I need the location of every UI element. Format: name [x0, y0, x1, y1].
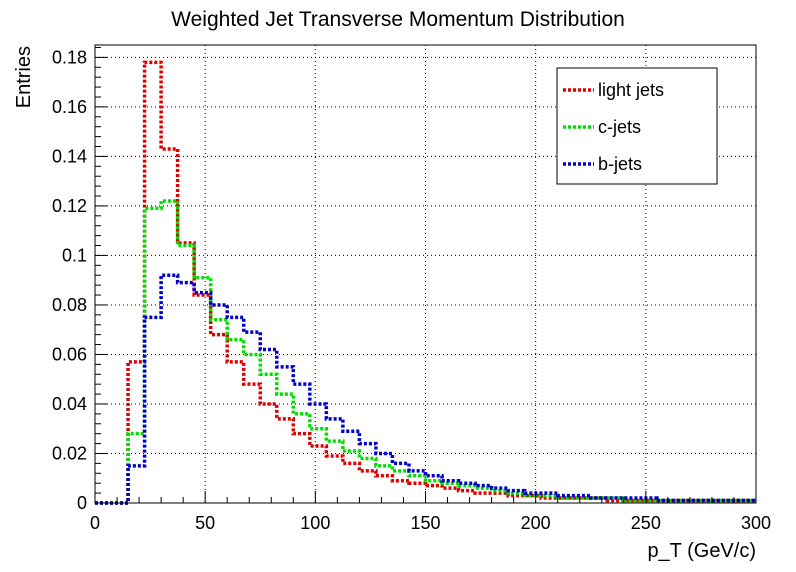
- y-axis-title: Entries: [13, 46, 35, 108]
- series-layer: [95, 60, 756, 505]
- legend-label: light jets: [598, 80, 664, 100]
- y-tick-label: 0.12: [52, 196, 87, 216]
- y-tick-label: 0.16: [52, 97, 87, 117]
- x-tick-label: 250: [631, 513, 661, 533]
- x-axis-title: p_T (GeV/c): [647, 540, 756, 562]
- chart-title: Weighted Jet Transverse Momentum Distrib…: [171, 8, 625, 31]
- series-c-jets: [95, 199, 756, 505]
- histogram-line: [95, 273, 756, 505]
- y-tick-label: 0.14: [52, 146, 87, 166]
- legend-label: c-jets: [598, 117, 641, 137]
- histogram-line: [95, 199, 756, 505]
- y-tick-label: 0.02: [52, 443, 87, 463]
- legend-label: b-jets: [598, 154, 642, 174]
- series-light-jets: [95, 60, 756, 505]
- y-tick-label: 0.04: [52, 394, 87, 414]
- x-tick-label: 50: [195, 513, 215, 533]
- x-tick-label: 200: [521, 513, 551, 533]
- tick-labels: 0 50 100 150 200 250 300 0 0.02 0.04 0.06 0.08 0.1 0.…: [52, 47, 771, 533]
- series-b-jets: [95, 273, 756, 505]
- y-tick-label: 0.06: [52, 344, 87, 364]
- y-tick-label: 0.08: [52, 295, 87, 315]
- y-tick-label: 0.18: [52, 47, 87, 67]
- y-tick-label: 0: [77, 493, 87, 513]
- x-tick-label: 0: [90, 513, 100, 533]
- y-tick-label: 0.1: [62, 245, 87, 265]
- histogram-line: [95, 60, 756, 505]
- x-tick-label: 300: [741, 513, 771, 533]
- x-tick-label: 150: [410, 513, 440, 533]
- grid: [95, 45, 756, 503]
- axis-ticks: [94, 46, 757, 504]
- legend: light jets c-jets b-jets: [556, 67, 718, 185]
- x-tick-label: 100: [300, 513, 330, 533]
